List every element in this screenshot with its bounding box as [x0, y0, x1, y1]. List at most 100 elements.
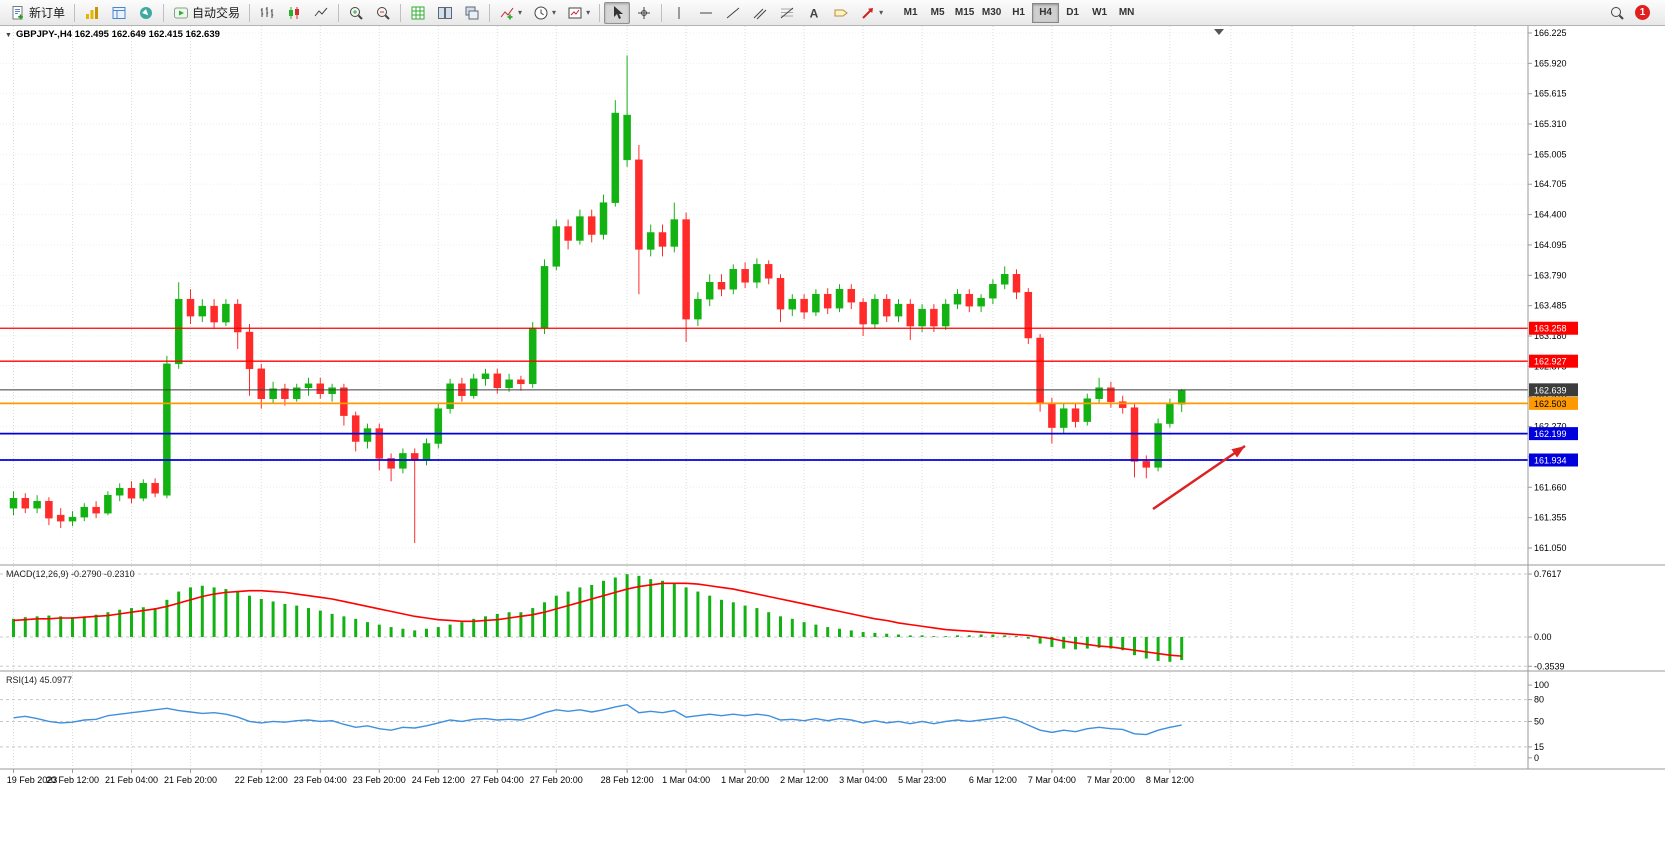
indicators-button[interactable]: ▾	[494, 2, 527, 24]
market-watch-icon	[86, 6, 99, 19]
chart-shift-marker[interactable]	[1214, 29, 1224, 35]
candlestick-chart-button[interactable]	[281, 2, 307, 24]
svg-text:162.199: 162.199	[1534, 429, 1567, 439]
new-order-button[interactable]: 新订单	[5, 2, 70, 24]
time-tick-label: 3 Mar 04:00	[839, 775, 887, 785]
timeframe-m15[interactable]: M15	[951, 3, 978, 23]
channel-tool-button[interactable]	[747, 2, 773, 24]
cursor-tool-button[interactable]	[604, 1, 631, 24]
arrows-tool-button[interactable]: ▾	[855, 2, 888, 24]
chart-menu-icon[interactable]: ▼	[5, 32, 12, 39]
time-tick-label: 1 Mar 04:00	[662, 775, 710, 785]
fibonacci-tool-button[interactable]	[774, 2, 800, 24]
timeframe-d1[interactable]: D1	[1059, 3, 1086, 23]
toolbar-separator	[163, 3, 165, 22]
price-chart[interactable]: 0.7617 0.00 -0.3539 100 80 50 150 166.225 165.92…	[0, 26, 1665, 790]
price-tag-161.934	[1529, 453, 1578, 467]
time-tick-label: 19 Feb 2023	[7, 775, 58, 785]
label-tool-button[interactable]	[828, 2, 854, 24]
price-tick-label: 165.615	[1534, 89, 1567, 99]
macd-label: MACD(12,26,9) -0.2790 -0.2310	[6, 569, 135, 579]
channel-icon	[753, 8, 767, 19]
vertical-line-tool-button[interactable]	[666, 2, 692, 24]
periods-button[interactable]: ▾	[528, 2, 561, 24]
arrows-icon	[862, 7, 874, 19]
toolbar-separator	[338, 3, 340, 22]
price-tag-162.927	[1529, 354, 1578, 368]
rsi-line	[13, 703, 1182, 736]
price-tag-163.258	[1529, 321, 1578, 335]
new-order-icon	[12, 5, 23, 19]
timeframe-mn[interactable]: MN	[1113, 3, 1140, 23]
navigator-icon	[140, 6, 153, 19]
notification-badge[interactable]: 1	[1635, 5, 1650, 20]
search-button[interactable]	[1604, 2, 1630, 24]
templates-button[interactable]: ▾	[562, 2, 595, 24]
time-tick-label: 7 Mar 20:00	[1087, 775, 1135, 785]
chevron-down-icon: ▾	[879, 7, 884, 17]
candlestick-chart-icon	[289, 6, 300, 19]
time-tick-label: 21 Feb 04:00	[105, 775, 158, 785]
toolbar-separator	[489, 3, 491, 22]
timeframe-group: M1 M5 M15 M30 H1 H4 D1 W1 MN	[897, 2, 1140, 23]
trendline-tool-button[interactable]	[720, 2, 746, 24]
svg-text:161.934: 161.934	[1534, 456, 1567, 466]
price-tick-label: 165.005	[1534, 149, 1567, 159]
price-tick-label: 165.310	[1534, 119, 1567, 129]
label-icon	[834, 9, 848, 16]
svg-text:-0.3539: -0.3539	[1534, 661, 1565, 671]
cascade-windows-button[interactable]	[459, 2, 485, 24]
crosshair-tool-button[interactable]	[631, 2, 657, 24]
fibonacci-icon	[780, 7, 794, 18]
chart-title: GBPJPY-,H4 162.495 162.649 162.415 162.6…	[16, 29, 220, 40]
zoom-in-button[interactable]	[343, 2, 369, 24]
price-tag-162.639	[1529, 383, 1578, 397]
time-tick-label: 23 Feb 20:00	[353, 775, 406, 785]
line-chart-button[interactable]	[308, 2, 334, 24]
navigator-button[interactable]	[133, 2, 159, 24]
timeframe-m5[interactable]: M5	[924, 3, 951, 23]
tile-windows-button[interactable]	[432, 2, 458, 24]
timeframe-m30[interactable]: M30	[978, 3, 1005, 23]
horizontal-line-icon	[700, 12, 713, 13]
auto-trading-icon	[174, 7, 189, 18]
time-tick-label: 8 Mar 12:00	[1146, 775, 1194, 785]
toolbar-separator	[661, 3, 663, 22]
svg-text:100: 100	[1534, 680, 1549, 690]
arrow-annotation[interactable]	[1152, 444, 1246, 511]
grid-icon	[411, 6, 425, 19]
price-tick-label: 163.180	[1534, 331, 1567, 341]
market-watch-button[interactable]	[79, 2, 105, 24]
text-tool-button[interactable]: A	[801, 2, 827, 24]
zoom-out-button[interactable]	[370, 2, 396, 24]
price-tag-162.503	[1529, 396, 1578, 410]
svg-text:0: 0	[1534, 753, 1539, 763]
svg-text:163.258: 163.258	[1534, 324, 1567, 334]
time-tick-label: 24 Feb 12:00	[412, 775, 465, 785]
auto-trading-button[interactable]: 自动交易	[168, 2, 245, 24]
macd-histogram	[12, 574, 1184, 662]
data-window-button[interactable]	[106, 2, 132, 24]
price-tick-label: 164.705	[1534, 179, 1567, 189]
time-tick-label: 28 Feb 12:00	[601, 775, 654, 785]
periods-icon	[534, 6, 548, 19]
search-icon	[1611, 6, 1624, 20]
grid	[0, 26, 1528, 768]
zoom-in-icon	[350, 6, 363, 20]
price-tick-label: 161.050	[1534, 543, 1567, 553]
time-tick-label: 2 Mar 12:00	[780, 775, 828, 785]
timeframe-h1[interactable]: H1	[1005, 3, 1032, 23]
timeframe-m1[interactable]: M1	[897, 3, 924, 23]
horizontal-line-tool-button[interactable]	[693, 2, 719, 24]
toolbar: 新订单	[0, 0, 1665, 26]
price-tick-label: 162.270	[1534, 422, 1567, 432]
bar-chart-button[interactable]	[254, 2, 280, 24]
timeframe-h4[interactable]: H4	[1032, 2, 1060, 23]
toolbar-separator	[400, 3, 402, 22]
cursor-icon	[614, 5, 624, 19]
chevron-down-icon: ▾	[586, 7, 591, 17]
grid-button[interactable]	[405, 2, 431, 24]
toolbar-separator	[599, 3, 601, 22]
time-tick-label: 1 Mar 20:00	[721, 775, 769, 785]
timeframe-w1[interactable]: W1	[1086, 3, 1113, 23]
